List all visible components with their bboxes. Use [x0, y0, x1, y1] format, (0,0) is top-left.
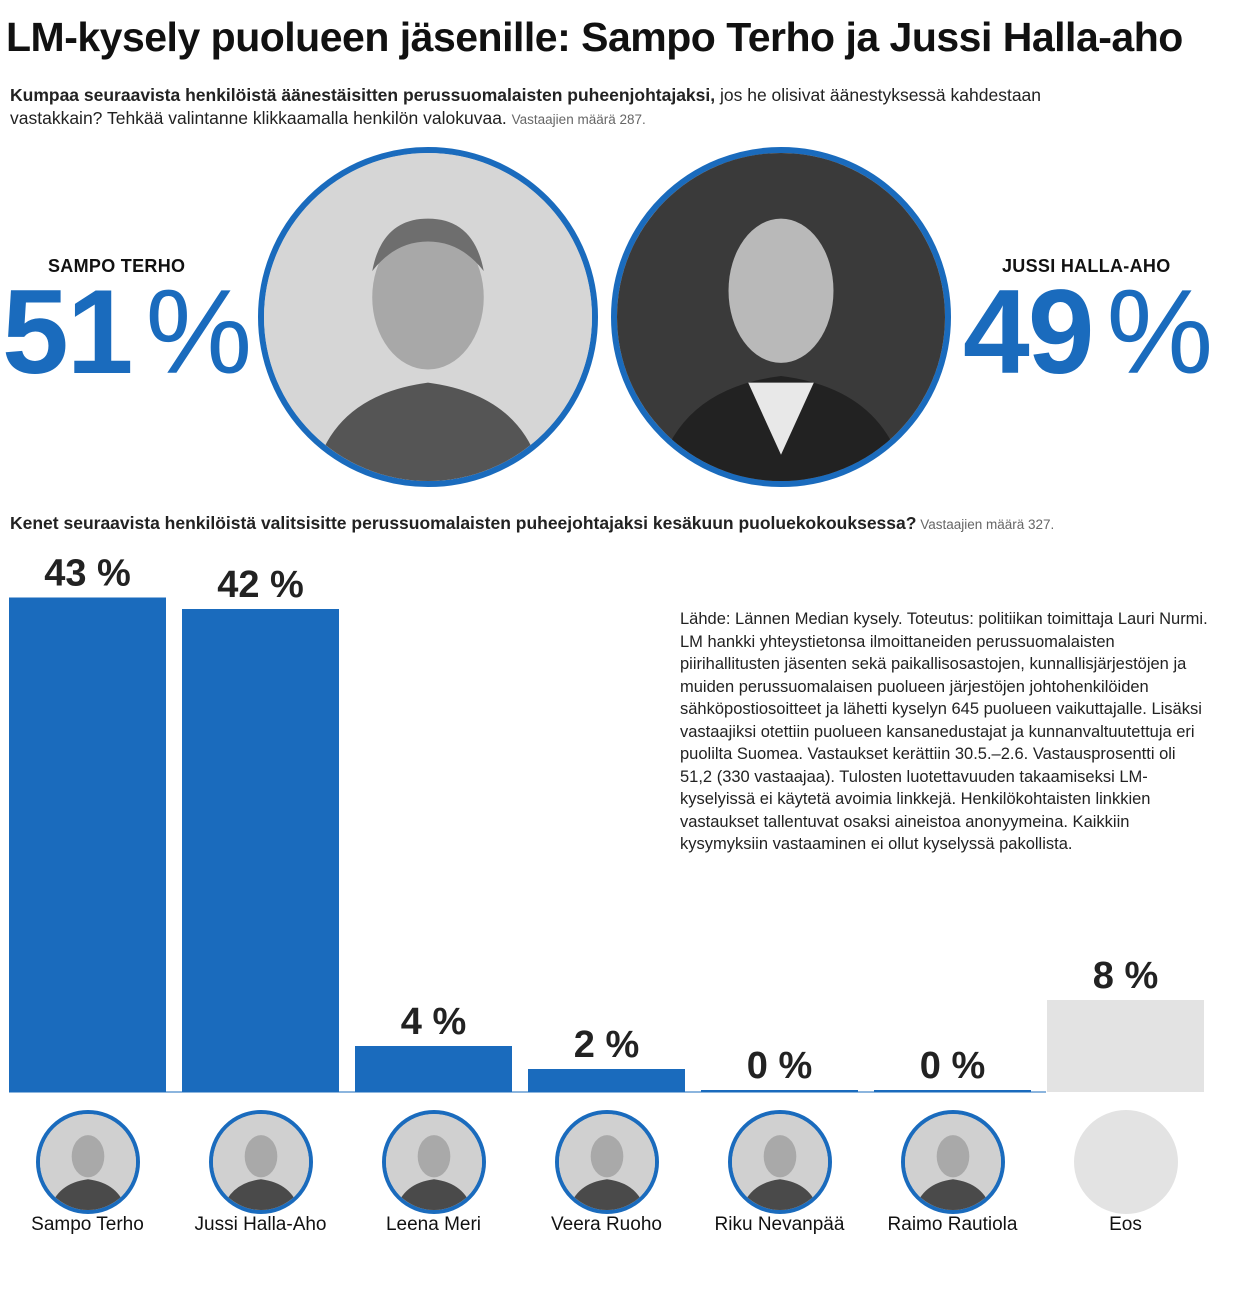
bar-raimo-rautiola [874, 1090, 1031, 1092]
portrait-icon [385, 1114, 482, 1210]
duel-left-value: 51 [2, 265, 133, 399]
bar-value-label: 2 % [574, 1024, 639, 1066]
avatar-leena-meri[interactable] [381, 1110, 486, 1214]
duel-right-percent: 49% [963, 272, 1213, 392]
avatar-veera-ruoho[interactable] [554, 1110, 659, 1214]
duel-question-rest: jos he olisivat äänestyksessä kahdestaan… [10, 85, 1042, 128]
avatar-sampo-terho[interactable] [35, 1110, 140, 1214]
bar-sampo-terho [9, 597, 166, 1092]
portrait-icon [617, 153, 945, 481]
bar-leena-meri [355, 1046, 512, 1092]
duel-question-bold: Kumpaa seuraavista henkilöistä äänestäis… [10, 85, 716, 105]
avatar-eos[interactable] [1073, 1110, 1178, 1214]
bar-riku-nevanpää [701, 1090, 858, 1092]
candidate-name: Raimo Rautiola [887, 1214, 1018, 1235]
bar-value-label: 0 % [920, 1045, 985, 1087]
photo-sampo-terho[interactable] [258, 147, 598, 487]
bar-value-label: 0 % [747, 1045, 812, 1087]
duel-right-symbol: % [1106, 265, 1213, 399]
candidate-name: Eos [1109, 1214, 1142, 1235]
portrait-icon [39, 1114, 136, 1210]
avatar-jussi-halla-aho[interactable] [208, 1110, 313, 1214]
candidate-name: Sampo Terho [31, 1214, 144, 1235]
duel-left-percent: 51% [2, 272, 252, 392]
photo-jussi-halla-aho[interactable] [611, 147, 951, 487]
portrait-icon [904, 1114, 1001, 1210]
portrait-icon [558, 1114, 655, 1210]
duel-left-symbol: % [145, 265, 252, 399]
bar-eos [1047, 1000, 1204, 1092]
candidate-bar-chart: 43 % 42 % 4 % 2 % 0 % 0 % 8 % [9, 553, 1204, 1093]
duel-right-name: JUSSI HALLA-AHO [1002, 256, 1171, 276]
page-title: LM-kysely puolueen jäsenille: Sampo Terh… [6, 14, 1183, 60]
candidates-question-bold: Kenet seuraavista henkilöistä valitsisit… [10, 513, 917, 533]
bar-value-label: 4 % [401, 1001, 466, 1043]
candidate-name: Riku Nevanpää [714, 1214, 845, 1235]
bar-value-label: 43 % [44, 553, 131, 595]
candidates-respondents: Vastaajien määrä 327. [916, 517, 1055, 532]
candidate-name: Veera Ruoho [551, 1214, 662, 1235]
portrait-icon [212, 1114, 309, 1210]
bar-value-label: 8 % [1093, 955, 1158, 997]
candidate-name: Leena Meri [385, 1214, 482, 1235]
duel-right-value: 49 [963, 265, 1094, 399]
duel-respondents: Vastaajien määrä 287. [511, 112, 646, 127]
bar-value-label: 42 % [217, 564, 304, 606]
duel-left-name: SAMPO TERHO [48, 256, 186, 276]
portrait-icon [264, 153, 592, 481]
bar-veera-ruoho [528, 1069, 685, 1092]
source-note: Lähde: Lännen Median kysely. Toteutus: p… [680, 610, 1208, 853]
duel-question: Kumpaa seuraavista henkilöistä äänestäis… [10, 84, 1070, 131]
avatar-raimo-rautiola[interactable] [900, 1110, 1005, 1214]
candidate-name: Jussi Halla-Aho [194, 1214, 327, 1235]
candidates-question: Kenet seuraavista henkilöistä valitsisit… [10, 512, 1070, 536]
bar-jussi-halla-aho [182, 609, 339, 1092]
avatar-riku-nevanpää[interactable] [727, 1110, 832, 1214]
portrait-icon [731, 1114, 828, 1210]
